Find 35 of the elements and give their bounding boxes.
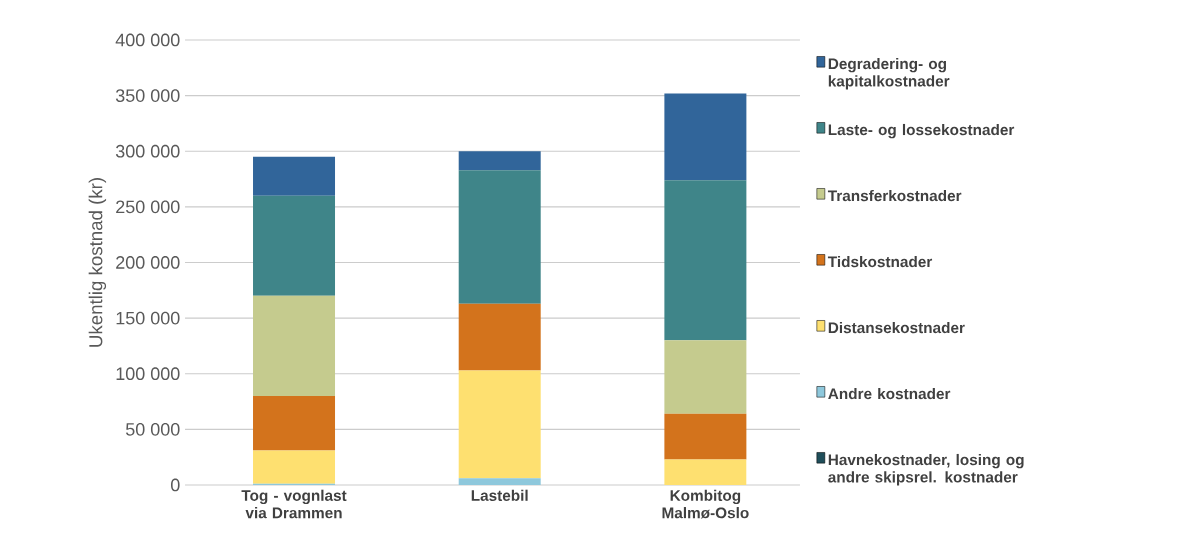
bar (458, 478, 541, 485)
x-tick-label: Kombitog Malmø-Oslo (662, 489, 749, 519)
x-tick-label: Lastebil (471, 489, 528, 501)
bar (664, 459, 747, 485)
y-axis-title: Ukentlig kostnad (kr) (88, 178, 107, 347)
bar (253, 295, 336, 396)
legend-label: Havnekostnader, losing og andre skipsrel. kostnader (828, 453, 1024, 486)
bar (253, 156, 336, 196)
bar (458, 170, 541, 304)
legend-label: Degradering- og kapitalkostnader (828, 57, 950, 90)
y-tick-label: 350 000 (115, 89, 180, 102)
legend-label: Transferkostnader (827, 189, 962, 202)
bar (253, 450, 336, 484)
x-tick-label: Tog - vognlast via Drammen (241, 489, 347, 519)
legend-label: Tidskostnader (827, 255, 933, 268)
bar (664, 340, 747, 414)
legend-label: Distansekostnader (828, 321, 965, 334)
legend-label: Andre kostnader (828, 387, 951, 400)
bar (253, 195, 336, 296)
bar (664, 93, 747, 181)
bar (664, 180, 747, 341)
legend-label: Laste- og lossekostnader (828, 123, 1015, 139)
y-tick-label: 250 000 (116, 200, 180, 214)
y-tick-label: 300 000 (115, 144, 180, 158)
y-tick-label: 200 000 (116, 256, 180, 269)
bar (253, 395, 336, 451)
y-tick-label: 0 (171, 478, 180, 492)
bar (458, 370, 541, 479)
y-tick-label: 150 000 (116, 311, 180, 325)
bar (458, 151, 541, 171)
bar (458, 303, 541, 371)
y-tick-label: 50 000 (125, 422, 180, 436)
y-tick-label: 100 000 (116, 367, 180, 381)
y-tick-label: 400 000 (115, 33, 180, 47)
bar (664, 413, 747, 460)
